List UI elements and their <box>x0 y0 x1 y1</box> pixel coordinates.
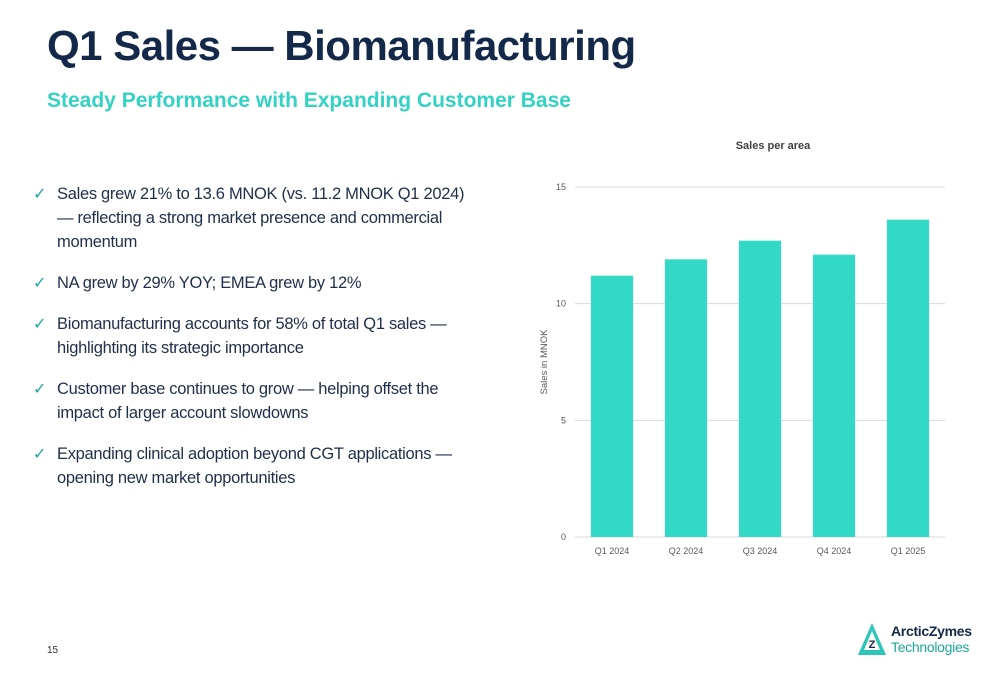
bar <box>886 219 930 537</box>
slide-title: Q1 Sales — Biomanufacturing <box>47 22 636 69</box>
bullet-item: ✓ Customer base continues to grow — help… <box>33 377 483 425</box>
bullet-item: ✓ NA grew by 29% YOY; EMEA grew by 12% <box>33 271 483 295</box>
x-tick-label: Q3 2024 <box>743 546 778 556</box>
logo-name: ArcticZymes <box>891 623 972 639</box>
y-axis-label: Sales in MNOK <box>539 329 550 395</box>
bullet-item: ✓ Sales grew 21% to 13.6 MNOK (vs. 11.2 … <box>33 182 483 254</box>
bullet-list: ✓ Sales grew 21% to 13.6 MNOK (vs. 11.2 … <box>33 182 483 507</box>
bullet-text: Sales grew 21% to 13.6 MNOK (vs. 11.2 MN… <box>57 185 465 251</box>
page-number: 15 <box>47 645 59 656</box>
y-tick-label: 0 <box>561 532 566 542</box>
bullet-text: Customer base continues to grow — helpin… <box>57 380 439 422</box>
bullet-item: ✓ Expanding clinical adoption beyond CGT… <box>33 442 483 490</box>
y-tick-label: 5 <box>561 415 566 425</box>
checkmark-icon: ✓ <box>33 184 47 203</box>
slide-subtitle: Steady Performance with Expanding Custom… <box>47 89 571 112</box>
bullet-text: NA grew by 29% YOY; EMEA grew by 12% <box>57 274 362 292</box>
bar <box>664 259 708 537</box>
bullet-text: Biomanufacturing accounts for 58% of tot… <box>57 315 447 357</box>
x-tick-label: Q4 2024 <box>817 546 852 556</box>
checkmark-icon: ✓ <box>33 273 47 292</box>
bar <box>812 254 856 537</box>
y-tick-label: 15 <box>556 182 566 192</box>
company-logo: Z ArcticZymes Technologies <box>857 622 977 658</box>
arcticzymes-logo-icon: Z <box>858 623 886 655</box>
checkmark-icon: ✓ <box>33 314 47 333</box>
checkmark-icon: ✓ <box>33 379 47 398</box>
bar <box>738 240 782 537</box>
svg-text:Z: Z <box>869 639 876 651</box>
x-tick-label: Q2 2024 <box>669 546 704 556</box>
x-tick-label: Q1 2025 <box>891 546 926 556</box>
y-tick-label: 10 <box>556 299 566 309</box>
logo-subtitle: Technologies <box>891 639 970 655</box>
bullet-item: ✓ Biomanufacturing accounts for 58% of t… <box>33 312 483 360</box>
bullet-text: Expanding clinical adoption beyond CGT a… <box>57 445 452 487</box>
checkmark-icon: ✓ <box>33 444 47 463</box>
bar <box>590 275 634 537</box>
x-tick-label: Q1 2024 <box>595 546 630 556</box>
chart-title: Sales per area <box>736 140 811 152</box>
sales-bar-chart: Sales per area 0 5 10 15 Sales in MNOK Q1 2024… <box>539 140 945 556</box>
